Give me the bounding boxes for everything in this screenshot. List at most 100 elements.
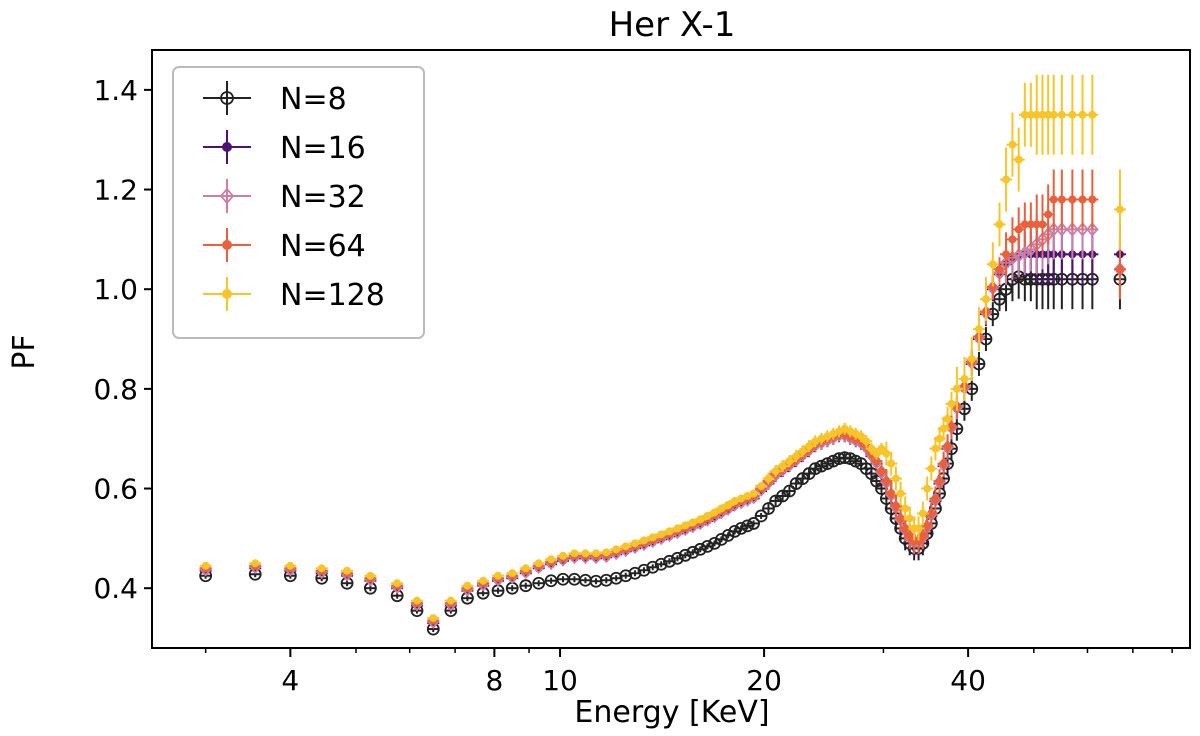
data-point bbox=[877, 467, 886, 476]
data-point bbox=[532, 576, 546, 590]
data-point bbox=[995, 265, 1004, 274]
y-tick-label: 1.4 bbox=[93, 74, 138, 107]
legend-entry: N=64 bbox=[203, 228, 366, 264]
data-point bbox=[947, 399, 956, 408]
data-point bbox=[935, 434, 944, 443]
data-point bbox=[1057, 195, 1066, 204]
data-point bbox=[429, 614, 438, 623]
y-axis-label: PF bbox=[7, 334, 42, 369]
data-point bbox=[974, 325, 983, 334]
data-point bbox=[867, 444, 876, 453]
data-point bbox=[654, 557, 668, 571]
data-point bbox=[931, 494, 940, 503]
data-point bbox=[1002, 250, 1011, 259]
chart-title: Her X-1 bbox=[609, 5, 736, 45]
data-point bbox=[877, 444, 886, 453]
data-point bbox=[960, 374, 969, 383]
legend-marker bbox=[222, 289, 232, 299]
data-point bbox=[251, 559, 260, 568]
data-point bbox=[764, 474, 773, 483]
data-point bbox=[891, 501, 900, 510]
data-point bbox=[891, 474, 900, 483]
data-point bbox=[923, 484, 932, 493]
data-point bbox=[696, 515, 705, 524]
data-point bbox=[923, 521, 932, 530]
data-point bbox=[1020, 110, 1029, 119]
x-tick-label: 40 bbox=[950, 664, 986, 697]
x-axis: 4 8 10 20 40 bbox=[204, 648, 1173, 697]
data-point bbox=[1115, 205, 1124, 214]
data-point bbox=[952, 384, 961, 393]
data-point bbox=[479, 576, 488, 585]
data-point bbox=[657, 530, 666, 539]
data-point bbox=[993, 292, 1006, 306]
legend-label: N=128 bbox=[280, 278, 385, 313]
data-point bbox=[747, 517, 761, 530]
y-tick-label: 0.4 bbox=[93, 572, 138, 605]
data-point bbox=[1049, 110, 1058, 119]
data-point bbox=[995, 220, 1004, 229]
data-point bbox=[1057, 110, 1066, 119]
data-point bbox=[508, 569, 517, 578]
x-tick-label: 8 bbox=[485, 664, 503, 697]
data-point bbox=[1076, 221, 1089, 237]
legend-label: N=8 bbox=[280, 82, 347, 117]
data-point bbox=[665, 527, 674, 536]
data-point bbox=[783, 484, 796, 498]
data-point bbox=[1088, 195, 1097, 204]
plot-frame bbox=[151, 49, 1191, 649]
data-point bbox=[1078, 195, 1087, 204]
data-point bbox=[887, 459, 896, 468]
y-axis: 0.4 0.6 0.8 1.0 1.2 1.4 bbox=[93, 74, 152, 605]
data-point bbox=[1078, 110, 1087, 119]
legend-box bbox=[172, 66, 425, 339]
x-axis-label: Energy [KeV] bbox=[574, 695, 769, 730]
data-point bbox=[671, 551, 684, 565]
data-point bbox=[757, 482, 766, 491]
y-tick-label: 1.0 bbox=[93, 273, 138, 306]
data-point bbox=[519, 579, 533, 593]
data-point bbox=[927, 509, 936, 518]
data-point bbox=[715, 532, 728, 546]
data-point bbox=[1008, 235, 1017, 244]
legend-entry: N=128 bbox=[203, 277, 385, 313]
plot-series bbox=[199, 74, 1127, 636]
data-point bbox=[1002, 175, 1011, 184]
legend-entry: N=16 bbox=[203, 130, 366, 166]
data-point bbox=[1066, 221, 1079, 237]
data-point bbox=[887, 489, 896, 498]
data-point bbox=[967, 354, 976, 363]
data-point bbox=[792, 452, 801, 461]
data-point bbox=[521, 564, 530, 573]
data-point bbox=[286, 561, 295, 570]
data-point bbox=[805, 442, 814, 451]
data-point bbox=[939, 459, 948, 468]
data-point bbox=[1088, 110, 1097, 119]
data-point bbox=[1047, 221, 1060, 237]
y-tick-label: 0.6 bbox=[93, 473, 138, 506]
data-point bbox=[612, 545, 621, 554]
data-point bbox=[918, 531, 927, 540]
data-point bbox=[581, 549, 590, 558]
series-N=128 bbox=[199, 74, 1126, 623]
data-point bbox=[1020, 220, 1029, 229]
legend-marker bbox=[220, 91, 234, 105]
data-point bbox=[628, 566, 642, 580]
x-tick-label: 10 bbox=[542, 664, 578, 697]
data-point bbox=[1086, 221, 1099, 237]
data-point bbox=[646, 560, 660, 574]
data-point bbox=[1115, 265, 1124, 274]
legend-label: N=32 bbox=[280, 180, 366, 215]
data-point bbox=[678, 548, 692, 562]
data-point bbox=[943, 414, 952, 423]
data-point bbox=[1038, 220, 1047, 229]
data-point bbox=[637, 563, 651, 577]
data-point bbox=[693, 542, 707, 556]
data-point bbox=[708, 536, 721, 550]
data-point bbox=[1068, 110, 1077, 119]
data-point bbox=[778, 462, 787, 471]
data-point bbox=[882, 449, 891, 458]
x-tick-label: 4 bbox=[281, 664, 299, 697]
legend-label: N=64 bbox=[280, 229, 366, 264]
